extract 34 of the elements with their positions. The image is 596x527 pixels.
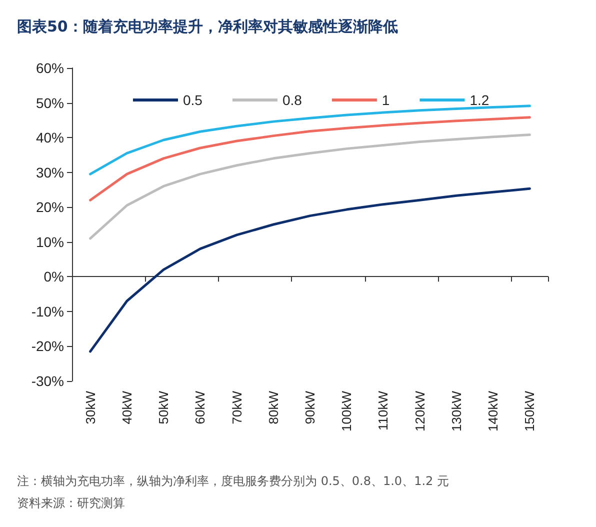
line-series — [89, 104, 531, 176]
chart-title: 图表50：随着充电功率提升，净利率对其敏感性逐渐降低 — [17, 18, 398, 36]
x-tick-label: 70kW — [229, 390, 244, 424]
y-tick-label: -30% — [31, 373, 64, 389]
legend-label: 0.8 — [282, 92, 302, 108]
legend-label: 1.2 — [470, 92, 490, 108]
x-tick-label: 150kW — [522, 390, 538, 432]
text: 资料来源：研究测算 — [17, 496, 125, 510]
y-tick-label: 60% — [36, 60, 64, 76]
x-tick-label: 100kW — [339, 390, 354, 432]
x-tick-label: 130kW — [448, 390, 464, 432]
legend-label: 1 — [382, 92, 390, 108]
y-tick-label: 10% — [36, 234, 64, 250]
y-tick-label: 20% — [36, 199, 64, 216]
x-tick-label: 110kW — [376, 390, 391, 430]
x-tick-label: 40kW — [119, 390, 134, 424]
line-series — [89, 134, 531, 240]
x-tick-label: 120kW — [412, 390, 428, 432]
line-series — [89, 187, 531, 353]
y-tick-label: 30% — [36, 164, 64, 180]
x-tick-label: 30kW — [82, 390, 98, 424]
x-tick-label: 60kW — [192, 390, 208, 424]
y-tick-label: -10% — [31, 303, 64, 320]
y-tick-label: 40% — [36, 130, 64, 146]
y-tick-label: 50% — [36, 94, 64, 111]
x-tick-label: 80kW — [266, 390, 281, 424]
legend-label: 0.5 — [183, 92, 203, 108]
x-tick-label: 140kW — [486, 390, 501, 432]
x-tick-label: 90kW — [302, 390, 318, 424]
line-series — [89, 116, 531, 202]
y-tick-label: 0% — [44, 268, 64, 285]
text: 注：横轴为充电功率，纵轴为净利率，度电服务费分别为 0.5、0.8、1.0、1.2 元 — [17, 474, 449, 488]
x-tick-label: 50kW — [156, 390, 172, 424]
y-tick-label: -20% — [31, 338, 64, 354]
